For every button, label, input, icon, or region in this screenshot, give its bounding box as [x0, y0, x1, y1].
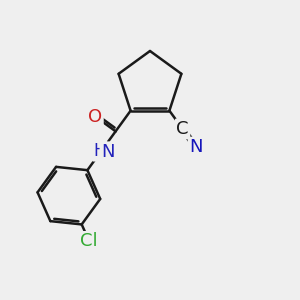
Text: C: C — [176, 120, 189, 138]
Text: N: N — [101, 143, 115, 161]
Text: N: N — [189, 138, 202, 156]
Text: O: O — [88, 107, 102, 125]
Text: H: H — [93, 142, 106, 160]
Text: Cl: Cl — [80, 232, 98, 250]
